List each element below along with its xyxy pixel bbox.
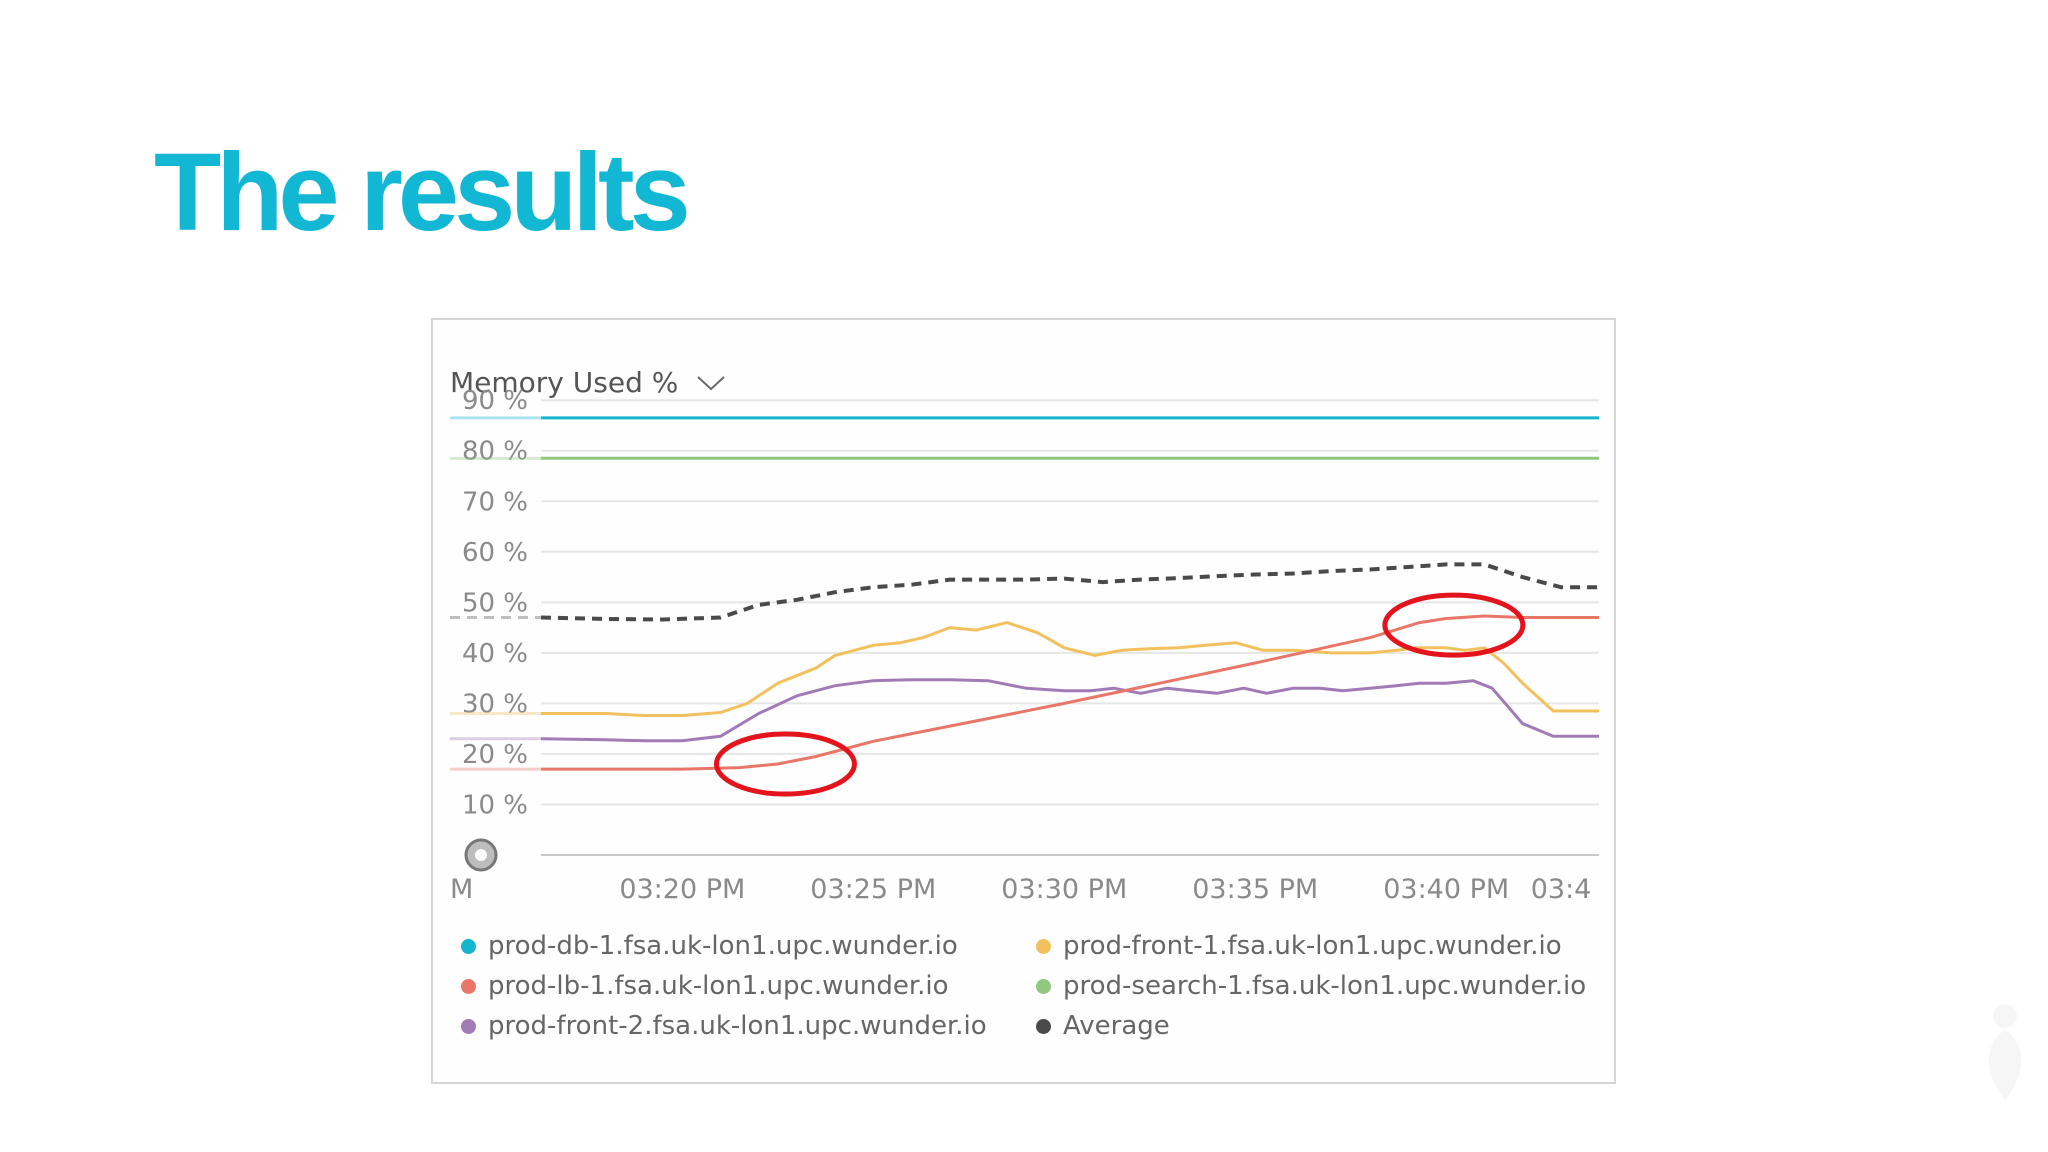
legend-swatch-front2 (461, 1018, 476, 1034)
x-tick-label: 03:30 PM (1001, 874, 1127, 905)
legend-swatch-front1 (1036, 938, 1051, 954)
y-tick-label: 20 % (462, 740, 528, 770)
legend-item-lb[interactable]: prod-lb-1.fsa.uk-lon1.upc.wunder.io (461, 971, 949, 1001)
series-line-lb (541, 614, 1599, 771)
legend-item-front1[interactable]: prod-front-1.fsa.uk-lon1.upc.wunder.io (1036, 931, 1562, 961)
chevron-down-icon (697, 375, 726, 390)
y-tick-label: 50 % (462, 588, 528, 618)
legend-item-average[interactable]: Average (1036, 1011, 1170, 1041)
annotation-circle-2 (1382, 592, 1526, 658)
legend-item-search[interactable]: prod-search-1.fsa.uk-lon1.upc.wunder.io (1036, 971, 1586, 1001)
y-tick-label: 10 % (462, 790, 528, 820)
x-tick-label: 03:25 PM (810, 874, 936, 905)
x-tick-label: 03:20 PM (619, 874, 745, 905)
y-tick-label: 40 % (462, 639, 528, 669)
y-tick-label: 30 % (462, 689, 528, 719)
memory-chart-panel: Memory Used % 90 % 80 % 70 % 60 % 50 % 40 % 30… (431, 318, 1616, 1084)
annotation-circle-1 (713, 731, 857, 797)
legend-swatch-average (1036, 1018, 1051, 1034)
y-tick-label: 90 % (462, 386, 528, 416)
legend-item-db[interactable]: prod-db-1.fsa.uk-lon1.upc.wunder.io (461, 931, 958, 961)
legend-label-search: prod-search-1.fsa.uk-lon1.upc.wunder.io (1063, 971, 1587, 1001)
legend-label-average: Average (1063, 1011, 1170, 1041)
logo-watermark-icon (1988, 1004, 2022, 1100)
series-line-front2 (540, 678, 1599, 743)
metric-dropdown[interactable]: Memory Used % (450, 366, 726, 399)
legend-swatch-db (461, 938, 476, 954)
metric-dropdown-label: Memory Used % (450, 366, 679, 399)
x-tick-label: M (450, 874, 473, 905)
y-tick-label: 60 % (462, 538, 528, 568)
slide-title: The results (154, 131, 691, 254)
x-tick-label: 03:35 PM (1192, 874, 1318, 905)
line-chart: 90 % 80 % 70 % 60 % 50 % 40 % 30 % 20 % 10 % M 03:… (450, 386, 1599, 905)
legend-swatch-search (1036, 978, 1051, 994)
y-tick-label: 80 % (462, 437, 528, 467)
legend-label-front2: prod-front-2.fsa.uk-lon1.upc.wunder.io (488, 1011, 987, 1041)
legend-label-lb: prod-lb-1.fsa.uk-lon1.upc.wunder.io (488, 971, 949, 1001)
legend-label-db: prod-db-1.fsa.uk-lon1.upc.wunder.io (488, 931, 958, 961)
series-line-average (540, 562, 1599, 622)
legend-item-front2[interactable]: prod-front-2.fsa.uk-lon1.upc.wunder.io (461, 1011, 987, 1041)
legend-label-front1: prod-front-1.fsa.uk-lon1.upc.wunder.io (1063, 931, 1562, 961)
series-line-front1 (541, 621, 1599, 717)
timeline-handle-center (475, 849, 487, 861)
x-tick-label: 03:4 (1531, 874, 1592, 905)
y-tick-label: 70 % (462, 487, 528, 517)
legend-swatch-lb (461, 978, 476, 994)
x-tick-label: 03:40 PM (1383, 874, 1509, 905)
